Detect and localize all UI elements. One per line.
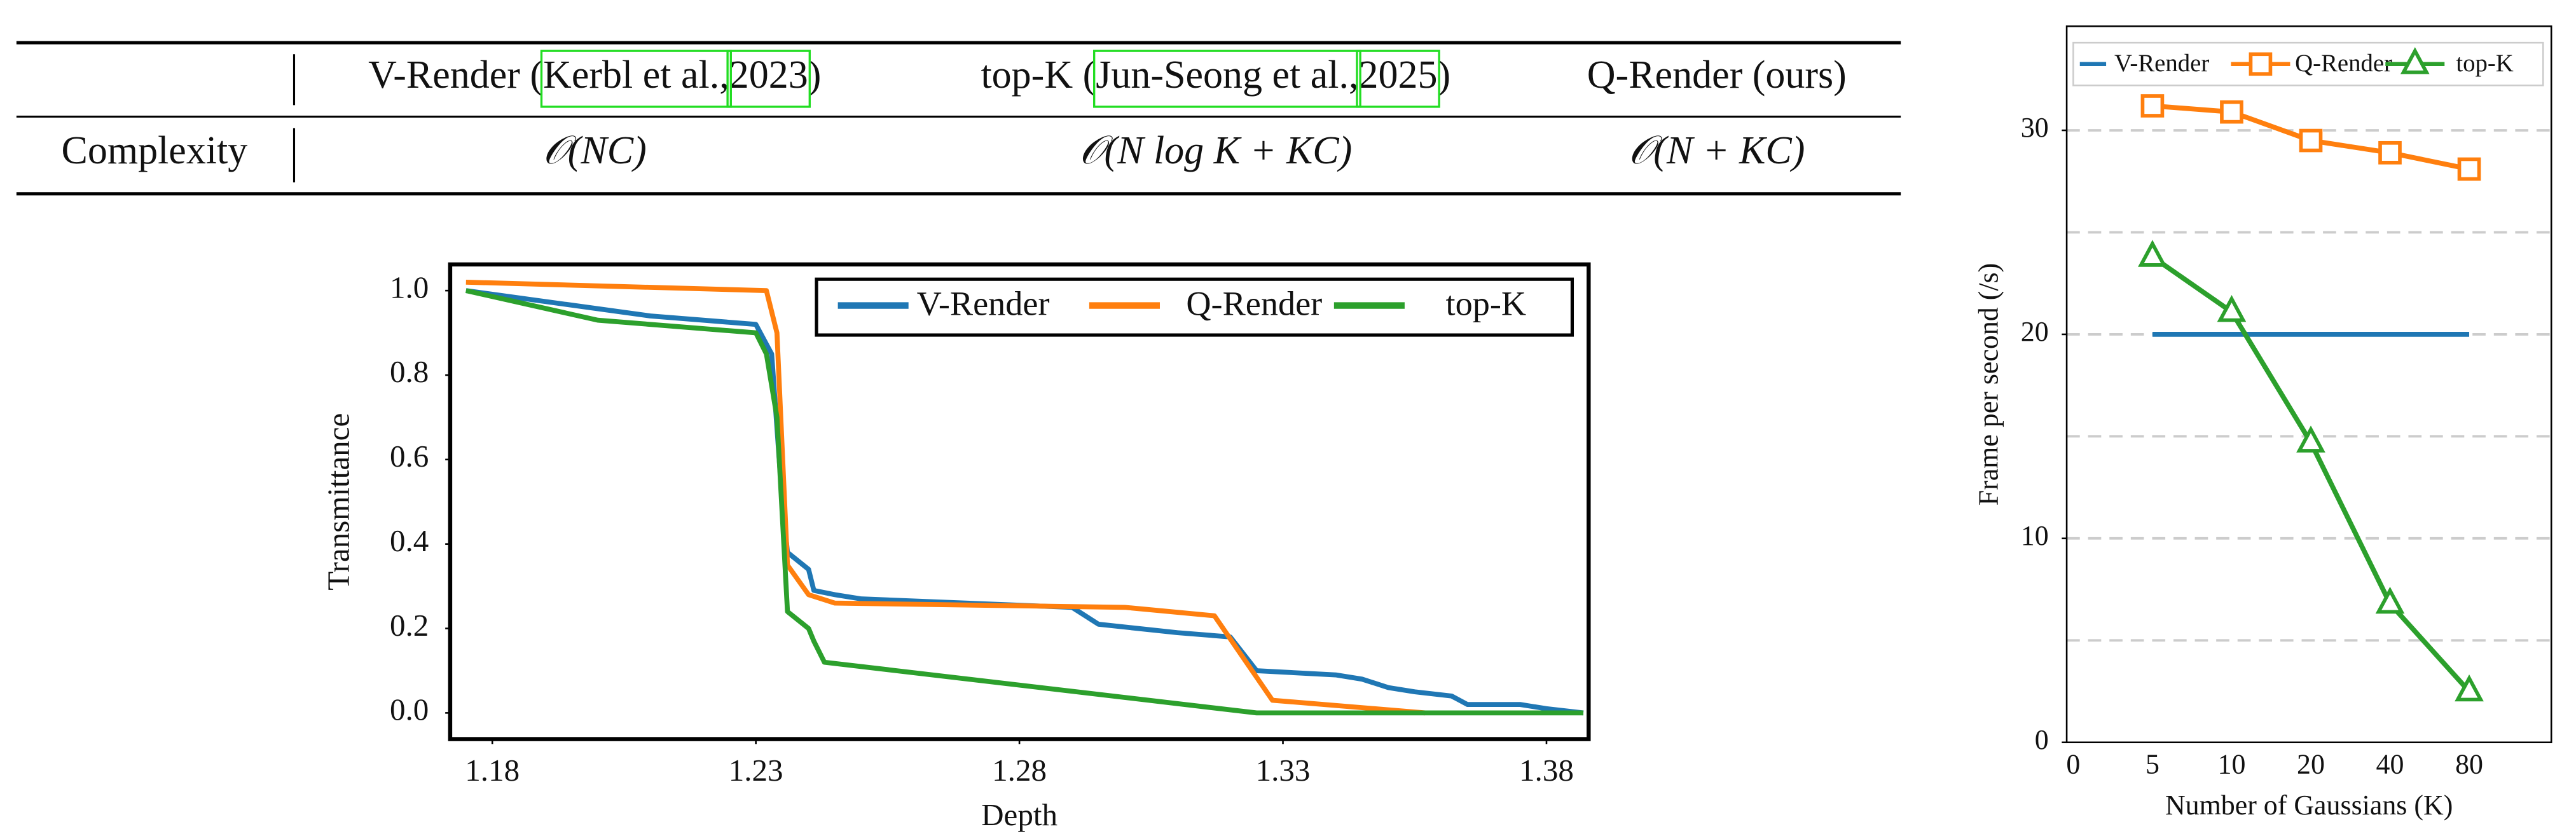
citation-box: [540, 50, 732, 108]
y-tick-label: 10: [2021, 521, 2049, 551]
header-year: 2025: [1359, 53, 1438, 97]
complexity-cell: 𝒪(N + KC): [1629, 129, 1805, 172]
legend-label: top-K: [1446, 285, 1527, 323]
x-tick-label: 40: [2376, 750, 2404, 780]
series-line: [465, 288, 1584, 716]
x-axis-label: Depth: [981, 797, 1057, 832]
row-label: Complexity: [61, 129, 247, 172]
y-tick-label: 30: [2021, 113, 2049, 143]
x-axis-label: Number of Gaussians (K): [2165, 790, 2453, 821]
legend-label: V-Render: [917, 285, 1050, 323]
data-point: [2375, 586, 2405, 614]
plot-frame: [2065, 25, 2552, 744]
legend-label: Q-Render: [1186, 285, 1322, 323]
x-tick-label: 1.23: [729, 753, 783, 788]
header-cite: Jun-Seong et al.,: [1096, 53, 1358, 97]
data-point: [2140, 94, 2165, 118]
legend-marker: [2249, 52, 2273, 76]
header-close: ): [1438, 53, 1451, 97]
plot-frame: [448, 262, 1591, 741]
y-tick-label: 0.8: [390, 354, 429, 389]
complexity-cell: 𝒪(NC): [543, 129, 647, 172]
data-point: [2299, 128, 2323, 153]
y-axis-label: Transmittance: [321, 413, 356, 591]
data-point: [2378, 140, 2402, 165]
citation-box: [1356, 50, 1440, 108]
data-point: [2138, 240, 2167, 267]
x-tick-label: 1.33: [1256, 753, 1311, 788]
legend-box: [2072, 41, 2544, 86]
header-name: top-K (: [981, 53, 1096, 97]
column-header: top-K (Jun-Seong et al.,2025): [981, 53, 1450, 97]
y-tick-label: 0.4: [390, 523, 429, 558]
data-point: [2296, 425, 2325, 453]
y-tick-label: 20: [2021, 317, 2049, 347]
x-tick-label: 1.28: [992, 753, 1047, 788]
header-year: 2023: [729, 53, 808, 97]
y-axis-label: Frame per second (/s): [1973, 263, 2004, 506]
data-point: [2220, 100, 2243, 124]
citation-box: [726, 50, 811, 108]
y-tick-label: 0: [2035, 725, 2049, 755]
y-tick-label: 1.0: [390, 270, 429, 305]
series-line: [465, 279, 1426, 716]
column-header: V-Render (Kerbl et al.,2023): [368, 53, 821, 97]
citation-box: [1093, 50, 1361, 108]
legend-marker: [2400, 47, 2430, 74]
header-cite: Kerbl et al.,: [543, 53, 729, 97]
data-point: [2457, 157, 2481, 181]
legend-box: [815, 277, 1574, 337]
x-tick-label: 5: [2146, 750, 2159, 780]
x-tick-label: 1.18: [465, 753, 520, 788]
legend-label: V-Render: [2114, 50, 2209, 77]
series-line: [465, 288, 1583, 716]
header-name: V-Render (: [368, 53, 543, 97]
x-tick-label: 0: [2066, 750, 2080, 780]
data-point: [2217, 294, 2247, 322]
y-tick-label: 0.2: [390, 608, 429, 643]
y-tick-label: 0.0: [390, 692, 429, 727]
x-tick-label: 80: [2455, 750, 2483, 780]
complexity-cell: 𝒪(N log K + KC): [1079, 129, 1352, 172]
column-header: Q-Render (ours): [1587, 53, 1847, 97]
series-line: [2151, 254, 2471, 694]
legend-label: top-K: [2456, 50, 2513, 77]
legend-label: Q-Render: [2295, 50, 2392, 77]
y-tick-label: 0.6: [390, 439, 429, 474]
header-name: Q-Render (ours): [1587, 53, 1847, 97]
data-point: [2455, 674, 2484, 702]
x-tick-label: 10: [2218, 750, 2246, 780]
x-tick-label: 1.38: [1519, 753, 1574, 788]
x-tick-label: 20: [2297, 750, 2325, 780]
header-close: ): [808, 53, 822, 97]
